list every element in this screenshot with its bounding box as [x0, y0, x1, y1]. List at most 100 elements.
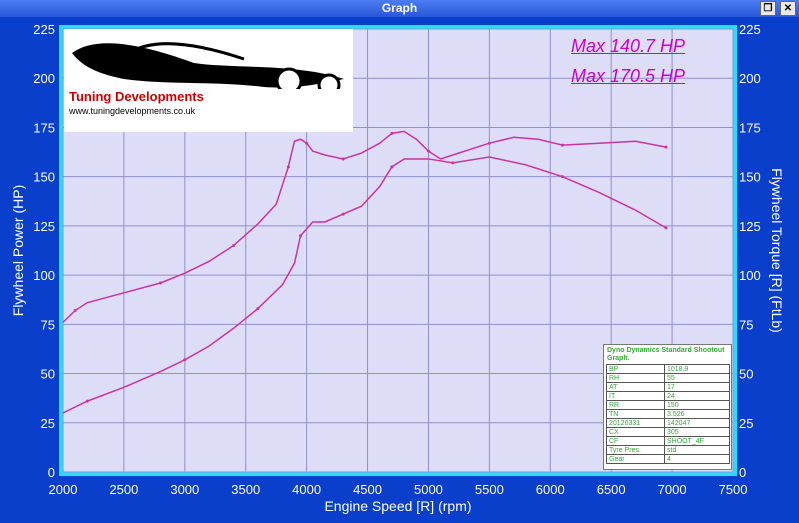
data-point [664, 226, 668, 230]
logo-brand: Tuning Developments [69, 89, 204, 104]
logo-url: www.tuningdevelopments.co.uk [69, 106, 196, 116]
run-parameter-value: 24 [664, 391, 730, 401]
max-power-label: Max 140.7 HP [571, 36, 686, 56]
ticks: 2000 2500 3000 3500 4000 4500 5000 5500 6000 6500… [33, 22, 760, 497]
x-tick-label: 3000 [170, 482, 199, 497]
y2-tick-label: 100 [739, 268, 761, 283]
window-title: Graph [381, 1, 418, 15]
data-point [305, 141, 309, 145]
logo-panel: Tuning Developments www.tuningdevelopmen… [64, 29, 353, 132]
run-parameter-key: IT [606, 391, 665, 401]
data-point [286, 165, 290, 169]
car-logo-icon [72, 42, 344, 97]
run-parameters-title: Dyno Dynamics Standard Shootout Graph. [607, 347, 725, 362]
run-parameter-value: 150 [664, 400, 730, 410]
x-tick-label: 4500 [353, 482, 382, 497]
y2-tick-label: 200 [739, 71, 761, 86]
restore-icon[interactable]: ❐ [760, 1, 776, 16]
y-tick-label: 100 [33, 268, 55, 283]
y2-tick-label: 125 [739, 219, 761, 234]
run-parameters-table: BP 1018.9 RH 55 AT 17 IT 24 RR 150 TN 3.526 20120331… [606, 364, 730, 464]
y2-axis-title: Flywheel Torque [R] (FtLb) [769, 168, 785, 333]
y-tick-label: 25 [41, 416, 55, 431]
run-parameter-value: 55 [664, 373, 730, 383]
x-tick-label: 2500 [109, 482, 138, 497]
run-parameter-row: 20120331 142047 [606, 418, 730, 428]
run-parameter-row: TN 3.526 [606, 409, 730, 419]
data-point [487, 141, 491, 145]
run-parameter-row: IT 24 [606, 391, 730, 401]
run-parameter-value: std [664, 445, 730, 455]
run-parameter-key: CX [606, 427, 665, 437]
x-tick-label: 2000 [49, 482, 78, 497]
y2-tick-label: 25 [739, 416, 753, 431]
window-titlebar: Graph ❐ ✕ [0, 0, 799, 17]
run-parameter-key: AT [606, 382, 665, 392]
series-line [62, 130, 667, 323]
run-parameter-key: BP [606, 364, 665, 374]
data-point [341, 212, 345, 216]
data-point [85, 399, 89, 403]
run-parameter-value: SHOOT_4F [664, 436, 730, 446]
run-parameter-key: Gear [606, 454, 665, 464]
run-parameter-value: 4 [664, 454, 730, 464]
x-tick-label: 7500 [719, 482, 748, 497]
data-point [426, 149, 430, 153]
y2-tick-label: 150 [739, 170, 761, 185]
y2-tick-label: 0 [739, 465, 746, 480]
run-parameter-key: 20120331 [606, 418, 665, 428]
run-parameter-key: Tyre Pres. [606, 445, 665, 455]
close-icon[interactable]: ✕ [780, 1, 796, 16]
data-point [560, 143, 564, 147]
data-point [664, 145, 668, 149]
x-tick-label: 5500 [475, 482, 504, 497]
x-tick-label: 5000 [414, 482, 443, 497]
data-point [158, 281, 162, 285]
run-parameter-row: CF SHOOT_4F [606, 436, 730, 446]
y-tick-label: 175 [33, 120, 55, 135]
y-tick-label: 75 [41, 317, 55, 332]
data-point [256, 307, 260, 311]
run-parameter-key: CF [606, 436, 665, 446]
x-tick-label: 6000 [536, 482, 565, 497]
data-point [560, 175, 564, 179]
x-tick-label: 6500 [597, 482, 626, 497]
data-point [341, 157, 345, 161]
y2-tick-label: 225 [739, 22, 761, 37]
y-tick-label: 0 [48, 465, 55, 480]
run-parameter-key: TN [606, 409, 665, 419]
run-parameter-value: 142047 [664, 418, 730, 428]
y-tick-label: 50 [41, 367, 55, 382]
run-parameter-value: 17 [664, 382, 730, 392]
run-parameter-row: CX 305 [606, 427, 730, 437]
y2-tick-label: 75 [739, 317, 753, 332]
run-parameter-value: 1018.9 [664, 364, 730, 374]
run-parameter-row: AT 17 [606, 382, 730, 392]
run-parameter-row: Tyre Pres. std [606, 445, 730, 455]
data-point [73, 309, 77, 313]
x-axis-title: Engine Speed [R] (rpm) [324, 498, 471, 514]
data-point [451, 161, 455, 165]
data-point [299, 234, 303, 238]
run-parameter-value: 305 [664, 427, 730, 437]
y-tick-label: 225 [33, 22, 55, 37]
data-point [232, 244, 236, 248]
run-parameter-key: RR [606, 400, 665, 410]
run-parameter-row: Gear 4 [606, 454, 730, 464]
run-parameter-row: RH 55 [606, 373, 730, 383]
x-tick-label: 4000 [292, 482, 321, 497]
data-point [390, 165, 394, 169]
x-tick-label: 3500 [231, 482, 260, 497]
run-parameters-panel: Dyno Dynamics Standard Shootout Graph. B… [603, 344, 732, 470]
y-tick-label: 150 [33, 170, 55, 185]
series-line [62, 156, 667, 414]
run-parameter-value: 3.526 [664, 409, 730, 419]
data-point [183, 358, 187, 362]
y-tick-label: 200 [33, 71, 55, 86]
series-layer [62, 130, 668, 414]
y2-tick-label: 50 [739, 367, 753, 382]
run-parameter-row: BP 1018.9 [606, 364, 730, 374]
y-tick-label: 125 [33, 219, 55, 234]
data-point [390, 131, 394, 135]
run-parameter-key: RH [606, 373, 665, 383]
